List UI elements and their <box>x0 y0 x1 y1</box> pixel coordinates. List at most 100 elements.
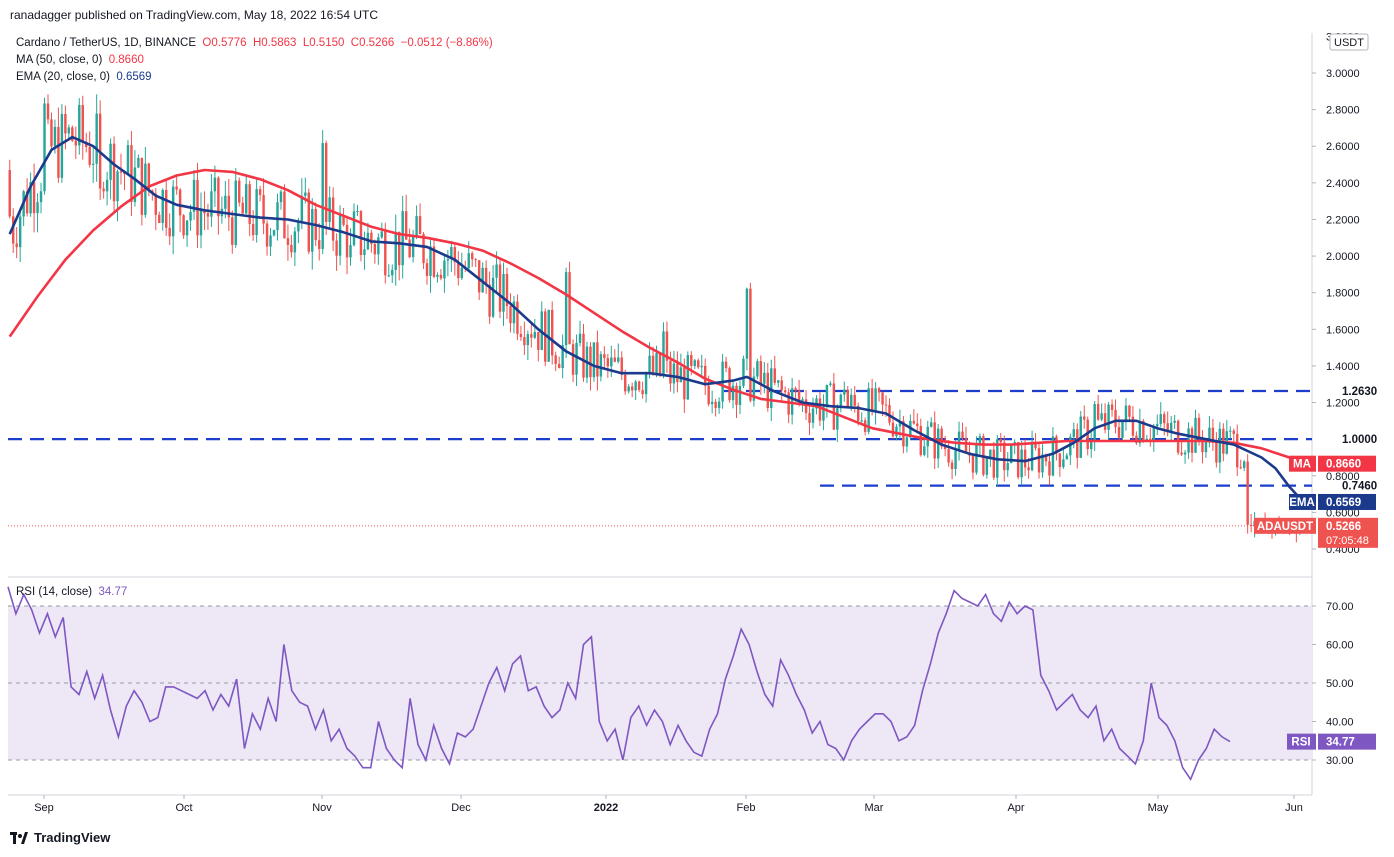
countdown-label: 07:05:48 <box>1326 535 1369 547</box>
candle-body <box>564 272 568 346</box>
candle-body <box>850 394 853 408</box>
candle-body <box>1246 461 1249 525</box>
candle-body <box>1183 452 1187 455</box>
candle-body <box>808 413 811 423</box>
candle-body <box>234 180 237 245</box>
candle-body <box>1215 441 1218 463</box>
candle-body <box>255 189 258 236</box>
price-tick-label: 2.8000 <box>1326 105 1360 117</box>
candle-body <box>728 368 731 401</box>
candle-body <box>474 259 477 261</box>
candle-body <box>300 195 304 223</box>
candle-body <box>1048 461 1051 476</box>
candle-body <box>756 361 759 377</box>
candle-body <box>877 388 881 393</box>
candle-body <box>1162 414 1166 424</box>
candle-body <box>415 216 418 237</box>
time-tick-label: May <box>1148 802 1169 814</box>
candle-body <box>957 431 961 451</box>
candle-body <box>644 372 648 395</box>
candle-body <box>231 217 234 245</box>
candle-body <box>891 422 895 437</box>
candle-body <box>116 171 119 202</box>
candle-body <box>693 360 696 367</box>
candle-body <box>1142 420 1145 442</box>
footer-brand-text: TradingView <box>34 830 111 845</box>
candle-body <box>293 231 297 253</box>
ema-badge-tag-label: EMA <box>1289 497 1315 509</box>
ema-badge: EMA 0.6569 <box>1289 493 1376 510</box>
candle-body <box>88 146 91 165</box>
candle-body <box>790 388 794 415</box>
candle-body <box>919 426 923 455</box>
candle-body <box>763 372 766 384</box>
candle-body <box>742 358 745 387</box>
candle-body <box>1027 467 1030 471</box>
candle-body <box>731 385 735 401</box>
candle-body <box>443 260 446 279</box>
candle-body <box>665 331 669 361</box>
candle-body <box>870 388 874 412</box>
candle-body <box>363 249 366 256</box>
candle-body <box>950 462 954 469</box>
candle-body <box>1062 459 1065 468</box>
candle-body <box>241 202 244 214</box>
candle-body <box>1194 417 1197 453</box>
candle-body <box>1020 449 1023 478</box>
candle-body <box>1096 403 1100 420</box>
candle-body <box>105 179 109 192</box>
candle-body <box>32 182 36 214</box>
level-badge <box>1313 382 1373 400</box>
candle-body <box>1204 439 1208 453</box>
price-tick-label: 3.0000 <box>1326 68 1360 80</box>
candle-body <box>29 182 32 214</box>
candle-body <box>498 264 502 312</box>
candle-body <box>964 438 968 453</box>
rsi-tick-label: 50.00 <box>1326 678 1354 690</box>
candle-body <box>881 392 884 405</box>
candle-body <box>874 388 877 412</box>
candle-body <box>175 186 178 190</box>
ma-value: 0.8660 <box>108 54 144 66</box>
candle-body <box>651 355 655 374</box>
candle-body <box>137 157 140 168</box>
last-price-box <box>1318 517 1378 548</box>
ema-badge-tag <box>1289 493 1316 510</box>
candle-body <box>53 126 57 147</box>
candle-body <box>262 194 265 224</box>
candle-body <box>773 368 776 383</box>
price-tick-label: 0.6000 <box>1326 507 1360 519</box>
candle-body <box>71 127 74 141</box>
currency-badge[interactable] <box>1329 33 1369 51</box>
candle-body <box>50 119 53 147</box>
candle-body <box>745 288 749 359</box>
candle-body <box>248 184 251 224</box>
symbol-label: Cardano / TetherUS, 1D, BINANCE <box>16 37 197 49</box>
candle-body <box>1169 422 1173 433</box>
main-legend: Cardano / TetherUS, 1D, BINANCE O0.5776 … <box>16 35 493 86</box>
last-price-badge: ADAUSDT 0.5266 07:05:48 <box>1254 517 1378 548</box>
candle-body <box>613 357 617 362</box>
candle-body <box>168 227 171 237</box>
candle-body <box>140 157 144 215</box>
candle-body <box>1023 449 1027 468</box>
candle-body <box>853 394 856 406</box>
candle-body <box>690 355 693 367</box>
candle-body <box>679 367 683 383</box>
candle-body <box>895 426 898 437</box>
candle-body <box>199 209 203 236</box>
candle-body <box>18 216 22 248</box>
candle-body <box>418 216 422 235</box>
footer-brand[interactable]: TradingView <box>10 830 110 845</box>
candle-body <box>446 259 450 261</box>
candle-body <box>91 163 95 165</box>
candle-body <box>655 353 658 374</box>
candle-body <box>700 365 703 368</box>
close-value: C0.5266 <box>350 37 395 49</box>
candle-body <box>568 272 571 345</box>
candle-body <box>133 167 137 203</box>
candle-body <box>1037 448 1041 473</box>
candle-body <box>1197 417 1201 439</box>
candle-body <box>978 436 982 444</box>
